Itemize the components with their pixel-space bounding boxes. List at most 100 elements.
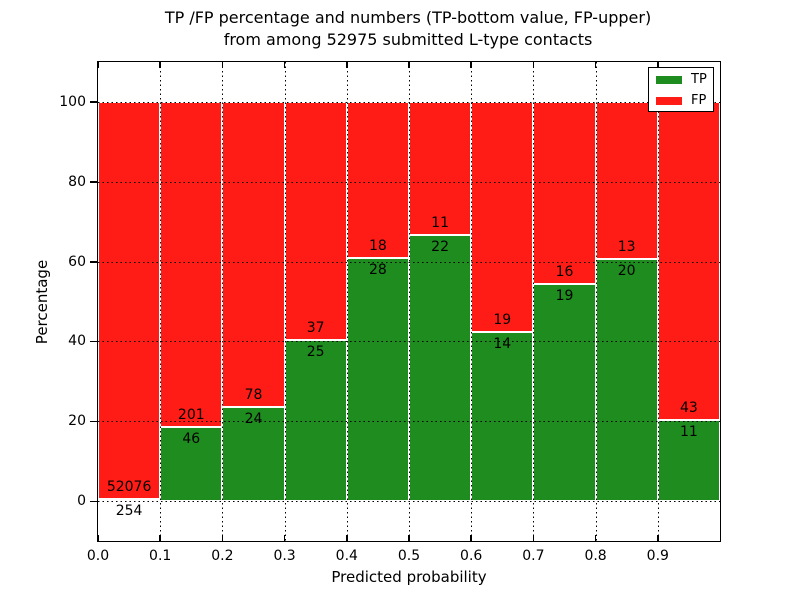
y-tick-label: 100 <box>59 93 86 110</box>
fp-count-label: 13 <box>617 239 636 256</box>
x-gridline <box>160 62 162 541</box>
y-tick-mark <box>89 420 97 423</box>
bar-segment-fp <box>222 101 285 408</box>
x-tick-mark-bottom <box>408 535 410 541</box>
legend-swatch-fp <box>656 96 682 105</box>
x-tick-label: 0.0 <box>86 548 110 564</box>
x-tick-mark-bottom <box>532 535 535 541</box>
x-tick-mark-top <box>408 62 410 68</box>
bar-segment-tp <box>346 258 409 502</box>
x-gridline <box>222 62 224 541</box>
bar-segment-tp <box>98 499 161 502</box>
x-tick-mark-bottom <box>470 535 472 541</box>
tp-count-label: 28 <box>368 262 387 279</box>
chart-title-line2: from among 52975 submitted L-type contac… <box>223 30 593 49</box>
tp-count-label: 11 <box>679 423 698 440</box>
x-tick-mark-top <box>221 62 224 68</box>
x-tick-mark-top <box>159 62 161 68</box>
x-tick-label: 0.4 <box>335 548 358 564</box>
x-gridline <box>471 62 473 541</box>
x-gridline <box>409 62 410 541</box>
x-tick-label: 0.3 <box>273 548 296 564</box>
bar-segment-tp <box>533 284 596 502</box>
x-tick-label: 0.6 <box>460 548 483 564</box>
legend-item: TP <box>649 70 713 89</box>
fp-count-label: 78 <box>244 387 263 404</box>
tp-count-label: 14 <box>493 335 512 352</box>
x-tick-label: 0.1 <box>149 548 172 564</box>
tp-count-label: 19 <box>555 288 574 305</box>
y-tick-mark <box>89 261 97 263</box>
fp-count-label: 18 <box>368 238 387 255</box>
x-tick-mark-top <box>346 62 348 68</box>
fp-count-label: 11 <box>431 214 449 231</box>
bar-segment-fp <box>409 101 472 235</box>
x-gridline <box>346 62 348 541</box>
bar-segment-fp <box>471 101 534 332</box>
x-tick-label: 0.7 <box>522 548 545 564</box>
x-tick-label: 0.9 <box>646 548 669 564</box>
fp-count-label: 19 <box>493 311 512 328</box>
tp-count-label: 24 <box>244 411 263 428</box>
plot-area: Percentage Predicted probability TP FP 52… <box>33 61 721 586</box>
y-tick-mark <box>89 340 97 343</box>
y-tick-mark <box>89 181 97 183</box>
x-tick-label: 0.5 <box>397 548 421 564</box>
fp-count-label: 43 <box>679 399 698 416</box>
x-tick-mark-top <box>594 62 597 68</box>
tp-count-label: 22 <box>431 238 449 255</box>
tp-count-label: 25 <box>306 344 325 361</box>
legend-swatch-tp <box>656 75 682 84</box>
bar-segment-fp <box>98 101 161 500</box>
bar-segment-tp <box>595 259 658 502</box>
x-gridline <box>595 62 597 541</box>
x-tick-mark-bottom <box>346 535 348 541</box>
y-tick-label: 0 <box>77 493 86 510</box>
fp-count-label: 201 <box>177 406 205 423</box>
bar-segment-fp <box>284 101 347 341</box>
bar-segment-fp <box>160 101 223 427</box>
x-gridline <box>533 62 535 541</box>
y-tick-mark <box>89 500 97 503</box>
x-gridline <box>657 62 659 541</box>
x-tick-mark-top <box>283 62 286 68</box>
x-tick-label: 0.2 <box>211 548 234 564</box>
bar-segment-fp <box>346 101 409 259</box>
y-tick-label: 80 <box>68 173 86 190</box>
x-gridline <box>284 62 286 541</box>
x-tick-mark-bottom <box>594 535 597 541</box>
chart-title: TP /FP percentage and numbers (TP-bottom… <box>97 7 719 51</box>
y-tick-label: 40 <box>68 333 86 350</box>
x-tick-mark-bottom <box>283 535 286 541</box>
y-tick-label: 20 <box>68 413 86 430</box>
bar-segment-fp <box>657 101 720 420</box>
bar-segment-fp <box>533 101 596 285</box>
chart-title-line1: TP /FP percentage and numbers (TP-bottom… <box>164 8 652 27</box>
x-tick-mark-bottom <box>221 535 224 541</box>
fp-count-label: 37 <box>306 320 325 337</box>
bar-segment-tp <box>284 340 347 502</box>
x-tick-mark-bottom <box>159 535 161 541</box>
fp-count-label: 52076 <box>106 479 152 496</box>
y-tick-label: 60 <box>68 253 86 270</box>
legend-label: FP <box>691 93 707 108</box>
tp-count-label: 46 <box>182 430 201 447</box>
tp-count-label: 20 <box>617 263 636 280</box>
x-tick-mark-top <box>97 62 99 68</box>
bar-segment-tp <box>160 426 223 502</box>
x-tick-mark-top <box>470 62 472 68</box>
x-tick-mark-top <box>657 62 659 68</box>
x-tick-mark-bottom <box>97 535 99 541</box>
legend-item: FP <box>649 91 713 110</box>
x-axis-label: Predicted probability <box>331 568 487 586</box>
bar-segment-tp <box>409 234 472 502</box>
y-tick-mark <box>89 101 97 103</box>
bar-segment-tp <box>471 331 534 502</box>
bar-segment-fp <box>595 101 658 260</box>
fp-count-label: 16 <box>555 264 574 281</box>
tp-count-label: 254 <box>115 503 143 520</box>
x-tick-label: 0.8 <box>584 548 607 564</box>
legend-label: TP <box>691 72 707 87</box>
legend: TP FP <box>648 67 714 112</box>
